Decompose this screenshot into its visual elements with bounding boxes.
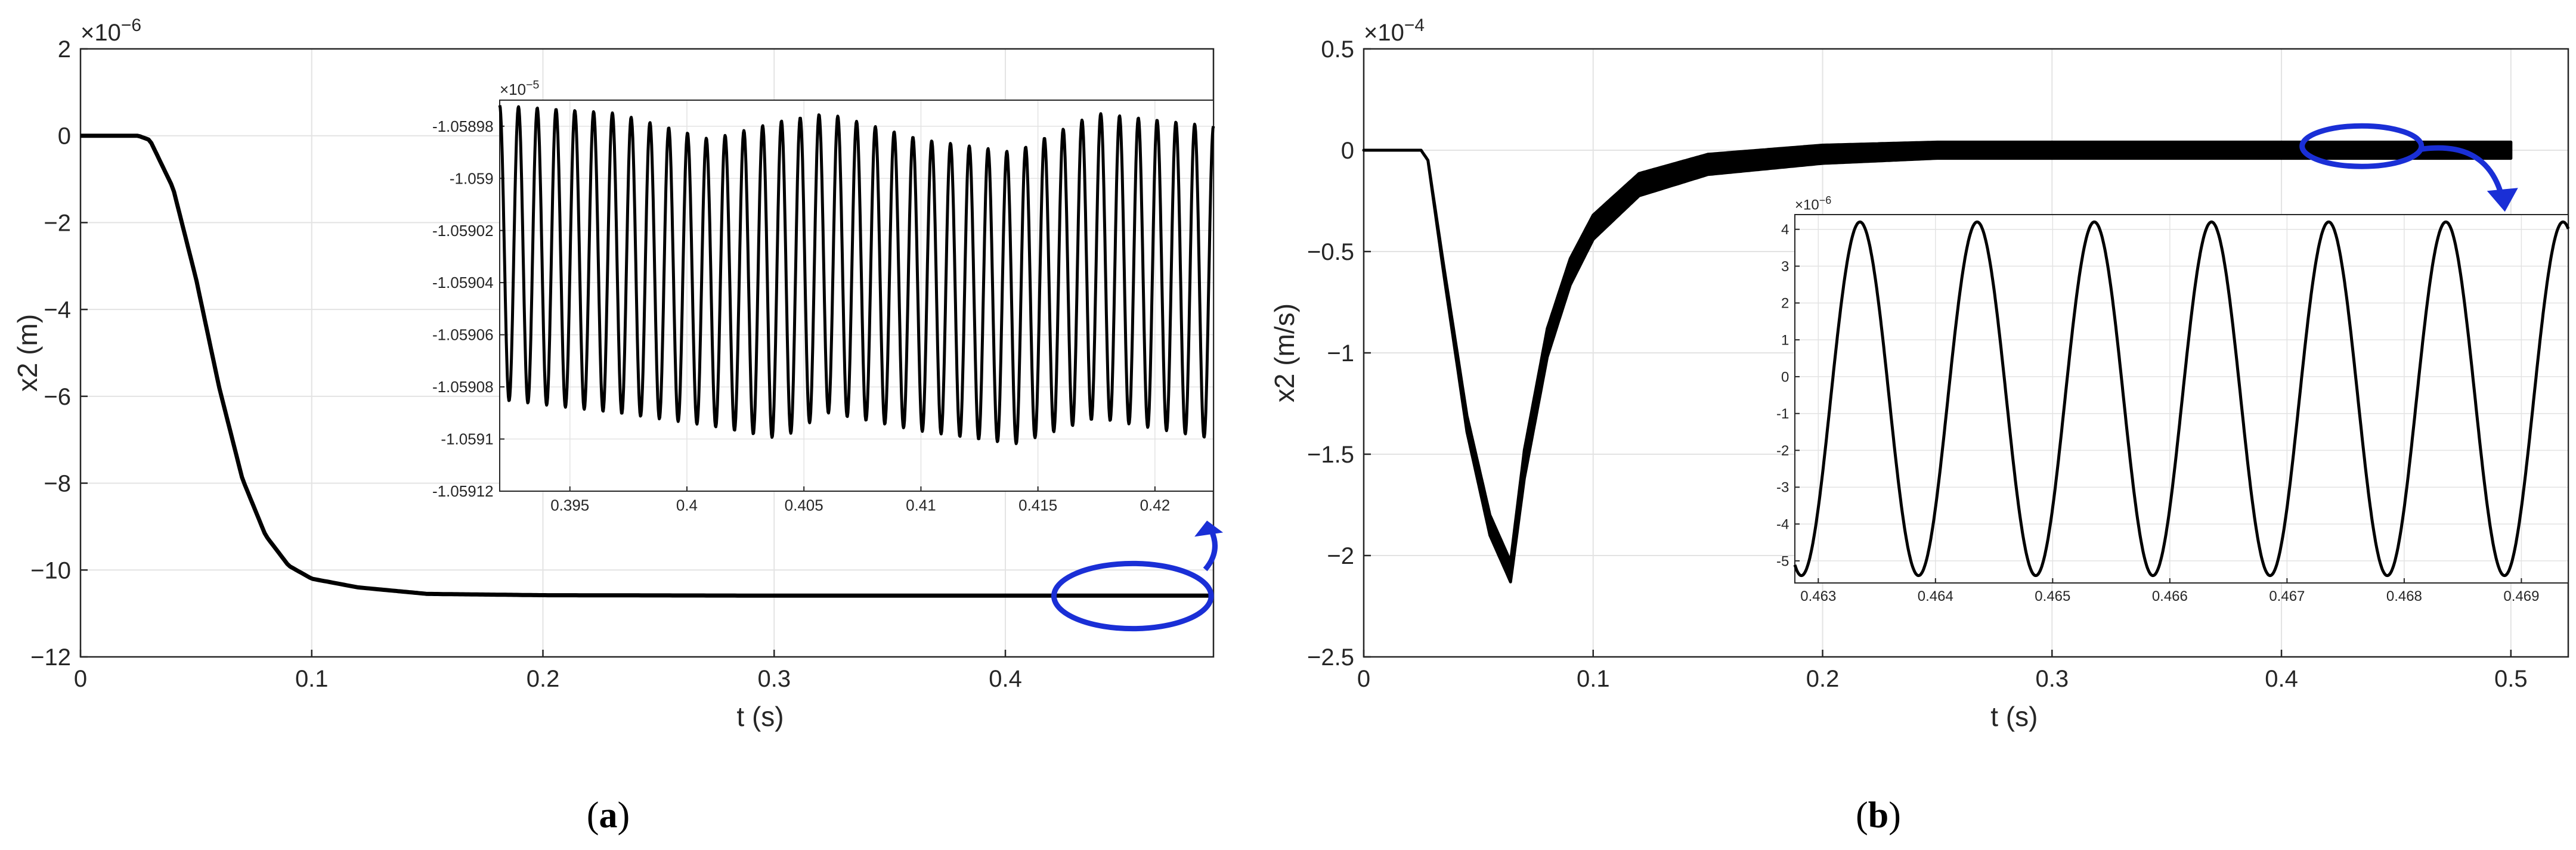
panel-a-y-tick-label: 0 [58, 123, 71, 150]
panel-a-x-tick-label: 0.4 [989, 666, 1022, 692]
panel-a-inset-y-tick-label: -1.05906 [432, 326, 494, 344]
panel-a-x-tick-label: 0.1 [295, 666, 329, 692]
panel-b-inset-y-tick-label: 4 [1781, 222, 1789, 238]
panel-b: 0 0.1 0.2 0.3 0.4 0.5 −2.5 −2 −1.5 −1 −0.5 0 0.5 ×10−… [1269, 15, 2570, 732]
panel-a-inset-x-tick-label: 0.4 [676, 497, 698, 514]
panel-b-x-tick-label: 0 [1357, 666, 1370, 692]
panel-b-inset-x-tick-label: 0.464 [1918, 588, 1953, 604]
panel-b-inset-y-exponent-power: −6 [1819, 194, 1832, 206]
panel-b-x-tick-label: 0.4 [2265, 666, 2298, 692]
panel-b-inset-y-tick-label: 3 [1781, 259, 1789, 275]
panel-b-inset-y-tick-label: -1 [1776, 406, 1789, 422]
panel-a-y-tick-label: −4 [44, 297, 71, 323]
panel-a-y-tick-label: −12 [30, 644, 71, 671]
panel-b-y-exponent-power: −4 [1404, 15, 1425, 35]
panel-a-y-tick-label: −10 [30, 557, 71, 584]
panel-b-y-tick-label: −2 [1327, 543, 1354, 569]
panel-a-inset-x-tick-label: 0.395 [550, 497, 589, 514]
panel-b-inset-series-line [1793, 220, 2570, 578]
panel-a: 0 0.1 0.2 0.3 0.4−12−10−8−6−4−202×10−6t (s)x… [12, 15, 1224, 732]
panel-a-inset-y-exponent-power: −5 [526, 79, 539, 92]
panel-b-y-tick-label: −0.5 [1307, 239, 1354, 265]
panel-b-inset-y-tick-label: -4 [1776, 517, 1789, 533]
panel-b-inset-x-tick-label: 0.465 [2035, 588, 2070, 604]
panel-b-inset-y-tick-label: 0 [1781, 369, 1789, 385]
panel-b-inset-x-tick-label: 0.469 [2503, 588, 2539, 604]
panel-b-x-axis-label: t (s) [1990, 701, 2038, 732]
panel-b-inset-y-tick-label: -5 [1776, 553, 1789, 569]
panel-b-inset-x-tick-label: 0.468 [2386, 588, 2422, 604]
panel-a-inset-y-tick-label: -1.05912 [432, 482, 494, 500]
panel-b-inset-y-tick-label: 1 [1781, 333, 1789, 349]
panel-a-series-line [80, 134, 1213, 598]
panel-a-inset-y-tick-label: -1.05908 [432, 378, 494, 396]
panel-b-x-tick-label: 0.1 [1577, 666, 1610, 692]
panel-a-inset-x-tick-label: 0.415 [1018, 497, 1057, 514]
panel-a-inset-x-tick-label: 0.41 [906, 497, 936, 514]
panel-b-inset-x-tick-label: 0.463 [1800, 588, 1836, 604]
panel-a-y-exponent-power: −6 [121, 15, 141, 35]
panel-b-x-tick-label: 0.2 [1806, 666, 1840, 692]
panel-a-x-axis-label: t (s) [736, 701, 784, 732]
panel-a-inset-y-tick-label: -1.059 [450, 169, 494, 187]
panel-a-y-axis-label: x2 (m) [12, 314, 43, 392]
panel-b-inset-y-exponent: ×10−6 [1795, 194, 1831, 213]
panel-b-inset-axes-frame [1794, 214, 2569, 584]
panel-b-y-tick-label: −1.5 [1307, 442, 1354, 468]
panel-a-x-tick-label: 0.2 [527, 666, 560, 692]
panel-b-inset-x-tick-label: 0.466 [2152, 588, 2188, 604]
panel-b-zoom-arrow [2421, 145, 2505, 198]
panel-a-inset-axes-frame [499, 100, 1214, 492]
panel-a-inset-x-tick-label: 0.42 [1140, 497, 1171, 514]
panel-b-caption: (b) [1856, 795, 1901, 836]
panel-a-inset: 0.395 0.4 0.405 0.41 0.415 0.42 -1.05912 -1.059… [432, 79, 1215, 514]
panel-a-highlight-ellipse [1051, 560, 1214, 632]
panel-b-y-tick-label: 0.5 [1321, 36, 1354, 63]
panel-a-inset-y-tick-label: -1.05902 [432, 222, 494, 240]
panel-b-y-tick-label: −1 [1327, 340, 1354, 367]
panel-a-inset-y-tick-label: -1.05898 [432, 117, 494, 135]
panel-a-inset-x-tick-label: 0.405 [785, 497, 823, 514]
panel-b-y-tick-label: 0 [1341, 138, 1354, 164]
panel-b-y-tick-label: −2.5 [1307, 644, 1354, 671]
panel-a-inset-series-line [498, 105, 1215, 445]
panel-b-inset-y-tick-label: 2 [1781, 296, 1789, 312]
panel-b-x-tick-label: 0.3 [2035, 666, 2069, 692]
panel-b-inset-y-tick-label: -2 [1776, 443, 1789, 459]
panel-a-zoom-arrowhead [1194, 520, 1224, 537]
panel-a-caption-letter: a [599, 795, 618, 836]
panel-b-y-axis-label: x2 (m/s) [1269, 303, 1300, 402]
panel-a-y-tick-label: 2 [58, 36, 71, 63]
panel-b-x-tick-label: 0.5 [2494, 666, 2528, 692]
panel-b-series-band [1362, 140, 2513, 584]
panel-a-y-tick-label: −2 [44, 210, 71, 236]
panel-b-inset-y-tick-label: -3 [1776, 480, 1789, 496]
panel-a-inset-y-tick-label: -1.0591 [441, 430, 493, 448]
panel-b-highlight-ellipse [2299, 123, 2425, 169]
panel-a-x-tick-label: 0 [74, 666, 87, 692]
panel-a-x-tick-label: 0.3 [757, 666, 791, 692]
panel-a-y-tick-label: −6 [44, 384, 71, 410]
panel-a-caption: (a) [587, 795, 630, 836]
panel-b-inset-x-tick-label: 0.467 [2269, 588, 2305, 604]
panel-b-caption-letter: b [1868, 795, 1888, 836]
panel-a-y-tick-label: −8 [44, 471, 71, 497]
panel-b-zoom-arrowhead [2487, 188, 2518, 212]
panel-b-inset: 0.463 0.464 0.465 0.466 0.467 0.468 0.469 -5 -4 -… [1776, 194, 2570, 604]
panel-a-inset-y-tick-label: -1.05904 [432, 274, 494, 291]
